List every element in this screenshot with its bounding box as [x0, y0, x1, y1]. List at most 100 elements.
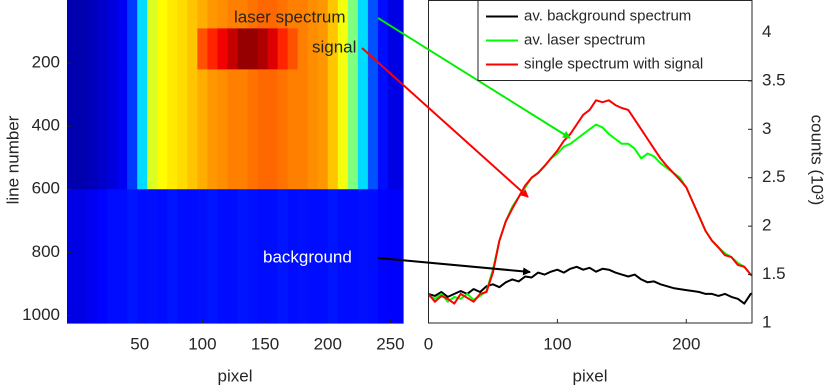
heatmap-cell [117, 0, 128, 29]
heatmap-cell [327, 69, 339, 190]
heatmap-cell [247, 189, 259, 324]
y-tick-label: 1000 [22, 305, 60, 324]
heatmap-cell [107, 189, 118, 324]
heatmap-cell [257, 69, 269, 190]
heatmap-cell [157, 69, 168, 190]
y-tick-label: 2.5 [762, 167, 786, 186]
heatmap-cell [287, 189, 299, 324]
heatmap-cell [137, 28, 148, 70]
heatmap-cell [347, 0, 359, 29]
y-axis-label: counts (10³) [808, 115, 827, 206]
heatmap-cell [347, 69, 359, 190]
heatmap-cell [227, 0, 239, 29]
annotation-arrow [377, 257, 531, 276]
annotation-arrow [377, 17, 571, 139]
heatmap-cell [107, 69, 118, 190]
heatmap-cell [157, 189, 168, 324]
x-tick-label: 200 [314, 334, 342, 353]
heatmap-cell [347, 189, 359, 324]
heatmap-cell [287, 28, 299, 70]
heatmap-cell [147, 189, 158, 324]
heatmap-cell [337, 69, 349, 190]
series-line [428, 265, 752, 305]
heatmap-cell [367, 28, 379, 70]
heatmap-cell [127, 28, 138, 70]
heatmap-cell [267, 69, 279, 190]
heatmap-cell [327, 189, 339, 324]
heatmap-cell [67, 69, 88, 190]
heatmap-cell [387, 189, 404, 324]
heatmap-cell [187, 0, 198, 29]
heatmap-cell [197, 69, 209, 190]
heatmap-cell [137, 189, 148, 324]
heatmap-cell [117, 69, 128, 190]
heatmap-cell [177, 28, 188, 70]
heatmap-cell [97, 69, 108, 190]
heatmap-cell [67, 189, 88, 324]
heatmap-cell [377, 69, 389, 190]
heatmap-cell [97, 28, 108, 70]
heatmap-cell [207, 189, 219, 324]
heatmap-cell [267, 0, 279, 29]
heatmap-cell [287, 69, 299, 190]
heatmap-cell [227, 28, 239, 70]
heatmap-cell [317, 28, 329, 70]
heatmap-cell [247, 0, 259, 29]
heatmap-cell [207, 0, 219, 29]
y-tick-label: 800 [32, 242, 60, 261]
heatmap-cell [247, 28, 259, 70]
y-tick-label: 400 [32, 116, 60, 135]
heatmap-cell [307, 0, 319, 29]
heatmap-cell [107, 28, 118, 70]
y-tick-label: 1 [762, 312, 771, 331]
heatmap-cell [137, 0, 148, 29]
heatmap-cell [387, 69, 404, 190]
heatmap-cell [177, 189, 188, 324]
heatmap-cell [207, 69, 219, 190]
heatmap-cell [117, 28, 128, 70]
y-tick-label: 2 [762, 216, 771, 235]
heatmap-cell [247, 69, 259, 190]
heatmap-cell [87, 0, 98, 29]
y-tick-label: 200 [32, 53, 60, 72]
heatmap-cell [217, 189, 229, 324]
heatmap-cell [67, 0, 88, 29]
heatmap-cell [357, 0, 369, 29]
heatmap-cell [197, 0, 209, 29]
heatmap-cell [297, 189, 309, 324]
heatmap-cell [257, 28, 269, 70]
heatmap-cell [237, 28, 249, 70]
heatmap-cell [157, 0, 168, 29]
heatmap-cell [97, 189, 108, 324]
heatmap-cell [317, 189, 329, 324]
heatmap-cell [377, 28, 389, 70]
heatmap-cell [237, 189, 249, 324]
heatmap-cell [67, 28, 88, 70]
heatmap-cell [317, 0, 329, 29]
heatmap-cell [117, 189, 128, 324]
x-axis-label: pixel [218, 366, 253, 385]
heatmap-cell [107, 0, 118, 29]
heatmap-cell [307, 28, 319, 70]
heatmap-cell [147, 69, 158, 190]
heatmap-cell [257, 0, 269, 29]
y-tick-label: 600 [32, 179, 60, 198]
heatmap-cell [297, 69, 309, 190]
heatmap-cell [237, 0, 249, 29]
heatmap-cell [337, 0, 349, 29]
heatmap-cell [197, 189, 209, 324]
plot-lines [428, 99, 752, 305]
heatmap-cell [267, 189, 279, 324]
heatmap-cell [167, 189, 178, 324]
heatmap-cell [387, 28, 404, 70]
heatmap-cell [97, 0, 108, 29]
heatmap-cell [377, 189, 389, 324]
heatmap-cell [167, 69, 178, 190]
heatmap-cell [357, 189, 369, 324]
heatmap-cell [227, 189, 239, 324]
heatmap-cell [257, 189, 269, 324]
heatmap-cell [87, 28, 98, 70]
heatmap-cell [297, 28, 309, 70]
x-axis-label: pixel [573, 366, 608, 385]
